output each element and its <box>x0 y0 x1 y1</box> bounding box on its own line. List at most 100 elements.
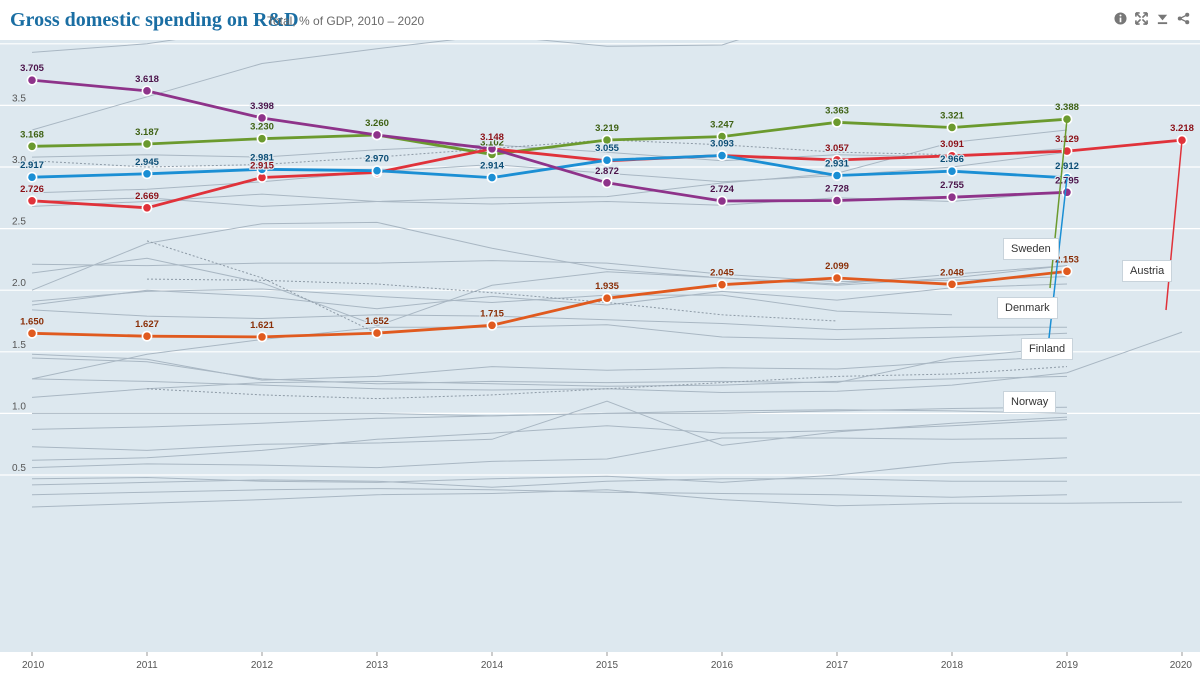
point-austria[interactable] <box>831 154 843 166</box>
point-sweden[interactable] <box>716 131 728 142</box>
data-label-denmark: 2.945 <box>135 157 159 168</box>
data-label-denmark: 3.055 <box>595 143 619 154</box>
share-icon[interactable] <box>1177 11 1190 26</box>
point-sweden[interactable] <box>831 116 843 128</box>
data-label-denmark: 2.917 <box>20 160 44 171</box>
background-series <box>31 40 1183 508</box>
point-norway[interactable] <box>141 330 153 342</box>
data-label-denmark: 2.912 <box>1055 161 1079 172</box>
point-norway[interactable] <box>26 327 38 339</box>
chart-header: Gross domestic spending on R&D Total, % … <box>0 0 1200 40</box>
series-label-austria[interactable]: Austria <box>1122 260 1173 282</box>
point-norway[interactable] <box>716 279 728 291</box>
data-label-sweden: 3.321 <box>940 110 964 121</box>
background-country-line <box>31 489 1183 508</box>
data-labels: 3.168 3.187 3.230 3.260 3.102 3.219 3.247 3.363… <box>19 62 1195 348</box>
data-label-sweden: 3.363 <box>825 105 849 116</box>
y-axis-ticks: 0.51.01.52.02.53.03.54.04.5 <box>12 40 26 474</box>
point-finland[interactable] <box>716 195 728 207</box>
data-label-denmark: 2.914 <box>480 161 504 172</box>
point-finland[interactable] <box>141 85 153 97</box>
point-sweden[interactable] <box>26 140 38 152</box>
point-norway[interactable] <box>601 292 613 304</box>
point-denmark[interactable] <box>946 165 958 177</box>
point-sweden[interactable] <box>256 133 268 145</box>
background-country-line <box>31 257 1068 327</box>
data-label-norway: 2.048 <box>940 267 964 278</box>
point-austria[interactable] <box>946 150 958 162</box>
point-austria[interactable] <box>141 202 153 214</box>
data-label-finland: 3.398 <box>250 101 274 112</box>
background-country-dotted-line <box>146 366 1068 400</box>
series-line-denmark[interactable] <box>31 154 1068 180</box>
series-line-sweden[interactable] <box>31 117 1068 156</box>
data-label-norway: 1.627 <box>135 319 159 330</box>
point-finland[interactable] <box>256 112 268 124</box>
data-label-norway: 1.650 <box>20 316 44 327</box>
background-country-line <box>31 400 1068 451</box>
background-country-line <box>31 419 1068 461</box>
point-denmark[interactable] <box>486 172 498 183</box>
point-finland[interactable] <box>946 191 958 203</box>
point-norway[interactable] <box>486 319 498 331</box>
data-label-austria: 3.057 <box>825 143 849 154</box>
series-label-finland[interactable]: Finland <box>1021 338 1074 360</box>
point-finland[interactable] <box>831 195 843 206</box>
data-label-denmark: 2.981 <box>250 152 274 163</box>
data-label-sweden: 3.230 <box>250 122 274 133</box>
point-denmark[interactable] <box>256 163 268 175</box>
background-country-line <box>31 437 1068 469</box>
data-label-norway: 1.621 <box>250 320 274 331</box>
data-label-finland: 2.728 <box>825 184 849 195</box>
data-label-finland: 3.618 <box>135 74 159 85</box>
x-tick-label: 2013 <box>366 660 389 671</box>
point-sweden[interactable] <box>601 134 613 146</box>
highlighted-series <box>26 74 1188 343</box>
series-line-finland[interactable] <box>31 78 1068 203</box>
data-label-finland: 2.755 <box>940 180 964 191</box>
data-label-sweden: 3.219 <box>595 123 619 134</box>
point-sweden[interactable] <box>141 138 153 150</box>
point-denmark[interactable] <box>26 171 38 183</box>
point-finland[interactable] <box>486 143 498 155</box>
point-austria[interactable] <box>26 195 38 207</box>
y-tick-label: 2.0 <box>12 278 26 289</box>
point-norway[interactable] <box>831 272 843 284</box>
y-tick-label: 3.5 <box>12 93 26 104</box>
data-label-finland: 2.872 <box>595 166 619 177</box>
chart-title: Gross domestic spending on R&D <box>10 9 299 31</box>
point-denmark[interactable] <box>831 170 843 181</box>
point-finland[interactable] <box>371 129 383 141</box>
point-sweden[interactable] <box>946 122 958 133</box>
x-tick-label: 2020 <box>1170 660 1193 671</box>
y-tick-label: 1.0 <box>12 401 26 412</box>
expand-icon[interactable] <box>1135 11 1148 26</box>
data-label-austria: 2.726 <box>20 184 44 195</box>
point-norway[interactable] <box>1061 265 1073 277</box>
point-finland[interactable] <box>1061 186 1073 198</box>
background-country-line <box>31 40 740 131</box>
x-tick-label: 2014 <box>481 660 504 671</box>
x-tick-label: 2019 <box>1056 660 1079 671</box>
series-label-norway[interactable]: Norway <box>1003 391 1057 413</box>
point-norway[interactable] <box>946 278 958 290</box>
point-finland[interactable] <box>26 74 38 86</box>
point-norway[interactable] <box>256 331 268 343</box>
point-finland[interactable] <box>601 177 613 189</box>
series-label-denmark[interactable]: Denmark <box>997 297 1058 319</box>
point-norway[interactable] <box>371 327 383 339</box>
y-tick-label: 1.5 <box>12 340 26 351</box>
point-denmark[interactable] <box>141 168 153 180</box>
point-denmark[interactable] <box>716 150 728 161</box>
point-denmark[interactable] <box>371 165 383 177</box>
series-label-sweden[interactable]: Sweden <box>1003 238 1059 260</box>
background-country-line <box>31 375 1068 398</box>
info-icon[interactable] <box>1114 11 1127 26</box>
data-label-austria: 3.218 <box>1170 123 1194 134</box>
x-axis-ticks: 2010 2011 2012 2013 2014 2015 2016 2017 2018 2019… <box>22 652 1192 671</box>
background-country-line <box>31 353 1068 381</box>
series-line-norway[interactable] <box>31 270 1068 339</box>
point-denmark[interactable] <box>601 154 613 166</box>
download-icon[interactable] <box>1156 11 1169 26</box>
data-label-norway: 2.045 <box>710 268 734 279</box>
